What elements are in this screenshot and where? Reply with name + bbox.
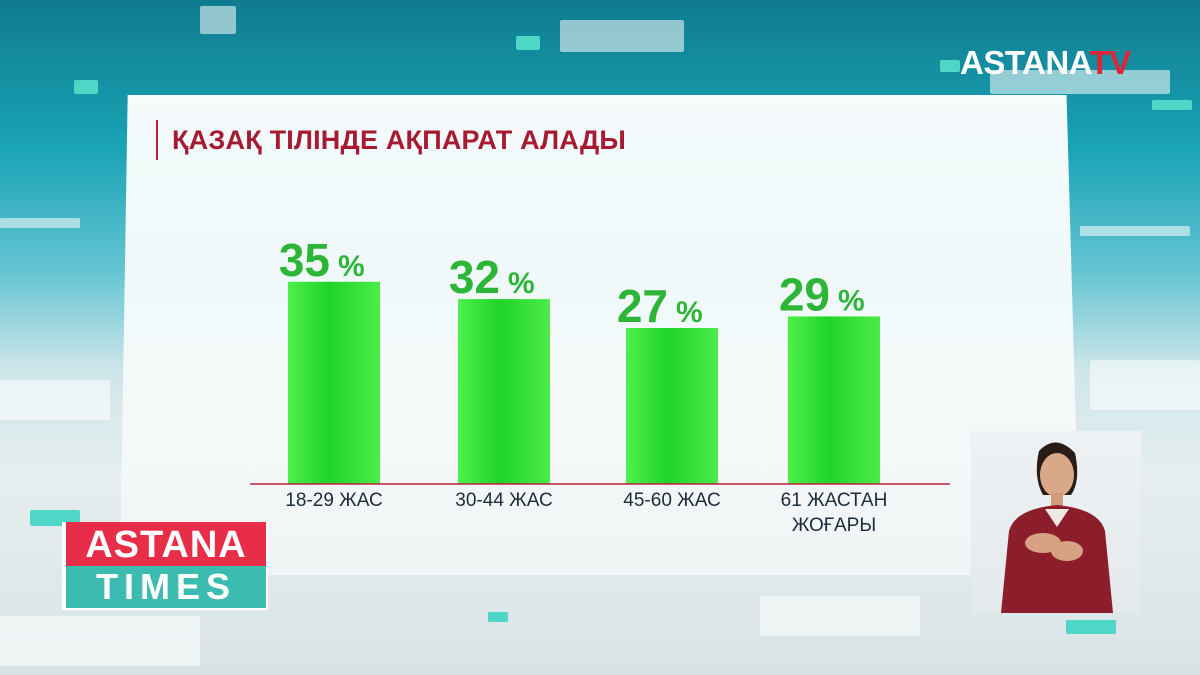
program-logo-line1: ASTANA <box>66 522 266 566</box>
channel-logo: ASTANATV <box>960 44 1131 82</box>
category-label: 61 ЖАСТАН <box>781 490 888 511</box>
background-block <box>488 612 508 622</box>
background-block <box>0 380 110 420</box>
background-block <box>940 60 960 72</box>
bar-series: 35 % 18-29 ЖАС 32 % 30-44 ЖАС 27 % 45-60 ЖАС 29 % 6… <box>279 234 888 536</box>
background-block <box>74 80 98 94</box>
background-block <box>760 596 920 636</box>
category-label: 45-60 ЖАС <box>623 490 720 511</box>
category-label: ЖОҒАРЫ <box>792 515 876 536</box>
background-block <box>990 70 1170 94</box>
channel-logo-suffix: TV <box>1089 44 1132 81</box>
background-block <box>1090 360 1200 410</box>
bar <box>788 316 880 484</box>
category-label: 30-44 ЖАС <box>455 490 552 511</box>
background-block <box>200 6 236 34</box>
bar-value-label: 35 <box>279 234 330 286</box>
background-block <box>0 218 80 228</box>
background-block <box>1066 620 1116 634</box>
background-block <box>1152 100 1192 110</box>
category-label: 18-29 ЖАС <box>285 490 382 511</box>
chart-panel <box>120 95 1080 575</box>
bar <box>288 281 380 484</box>
background-block <box>560 20 684 52</box>
background-block <box>0 616 200 666</box>
chart-title: ҚАЗАҚ ТІЛІНДЕ АҚПАРАТ АЛАДЫ <box>172 124 627 155</box>
bar-unit-label: % <box>338 250 365 283</box>
background-block <box>1080 226 1190 236</box>
bar-unit-label: % <box>508 267 535 300</box>
bar-unit-label: % <box>838 284 865 317</box>
channel-logo-main: ASTANA <box>960 44 1090 81</box>
sign-language-interpreter <box>971 431 1141 613</box>
bar-value-label: 29 <box>779 268 830 320</box>
bar <box>458 299 550 484</box>
bar-value-label: 32 <box>449 251 500 303</box>
interpreter-figure <box>1001 442 1113 613</box>
bar <box>626 328 718 484</box>
background-block <box>516 36 540 50</box>
bar-unit-label: % <box>676 296 703 329</box>
bar-value-label: 27 <box>617 280 668 332</box>
chart-title-bar: ҚАЗАҚ ТІЛІНДЕ АҚПАРАТ АЛАДЫ <box>156 120 626 160</box>
program-logo-line2: TIMES <box>66 566 266 608</box>
